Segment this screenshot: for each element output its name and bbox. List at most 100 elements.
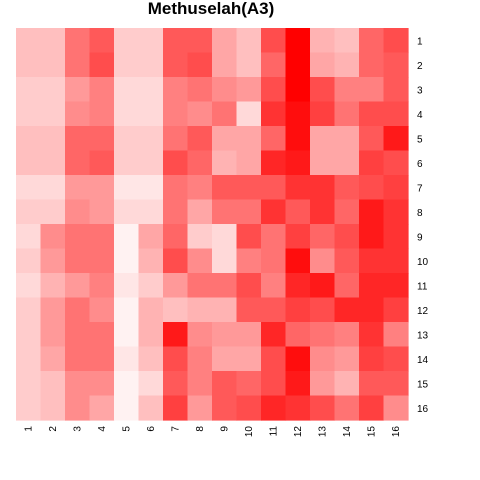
heatmap-cell <box>359 175 385 201</box>
heatmap-cell <box>138 297 164 323</box>
heatmap-cell <box>16 126 42 152</box>
heatmap-cell <box>89 150 115 176</box>
heatmap-cell <box>383 150 409 176</box>
y-tick-label: 1 <box>417 36 423 47</box>
heatmap-cell <box>212 199 238 225</box>
heatmap-cell <box>212 224 238 250</box>
heatmap-cell <box>138 28 164 54</box>
heatmap-cell <box>138 248 164 274</box>
heatmap-cell <box>138 371 164 397</box>
heatmap-cell <box>359 126 385 152</box>
heatmap-cell <box>65 297 91 323</box>
heatmap-cell <box>285 52 311 78</box>
heatmap-cell <box>334 224 360 250</box>
y-tick-label: 16 <box>417 404 429 415</box>
heatmap-cell <box>212 322 238 348</box>
heatmap-cell <box>40 224 66 250</box>
heatmap-cell <box>187 371 213 397</box>
heatmap-cell <box>310 28 336 54</box>
heatmap-cell <box>383 224 409 250</box>
heatmap-cell <box>261 150 287 176</box>
heatmap-cell <box>310 322 336 348</box>
heatmap-cell <box>212 52 238 78</box>
heatmap-cell <box>261 224 287 250</box>
heatmap-cell <box>359 28 385 54</box>
heatmap-cell <box>138 224 164 250</box>
heatmap-cell <box>359 224 385 250</box>
x-tick-label: 10 <box>244 426 255 438</box>
heatmap-cell <box>138 150 164 176</box>
heatmap-cell <box>65 248 91 274</box>
heatmap-cell <box>138 273 164 299</box>
x-tick-label: 11 <box>268 426 279 437</box>
heatmap-cell <box>334 101 360 127</box>
heatmap-cell <box>163 77 189 103</box>
x-tick-label: 13 <box>317 426 328 438</box>
heatmap-cell <box>236 273 262 299</box>
heatmap-cell <box>40 371 66 397</box>
heatmap-cell <box>212 395 238 421</box>
heatmap-cell <box>138 77 164 103</box>
heatmap-cell <box>334 346 360 372</box>
heatmap-cell <box>163 371 189 397</box>
heatmap-cell <box>261 322 287 348</box>
heatmap-cell <box>236 126 262 152</box>
heatmap-cell <box>236 150 262 176</box>
heatmap-cell <box>163 150 189 176</box>
heatmap-cell <box>285 395 311 421</box>
heatmap-cell <box>187 150 213 176</box>
heatmap-cell <box>163 52 189 78</box>
heatmap-cell <box>16 199 42 225</box>
heatmap-cell <box>236 297 262 323</box>
heatmap-cell <box>65 52 91 78</box>
heatmap-cell <box>310 248 336 274</box>
heatmap-cell <box>40 28 66 54</box>
heatmap-cell <box>383 101 409 127</box>
heatmap-cell <box>163 175 189 201</box>
heatmap-cell <box>16 395 42 421</box>
heatmap-cell <box>334 175 360 201</box>
heatmap-cell <box>65 371 91 397</box>
heatmap-cell <box>65 322 91 348</box>
heatmap-cell <box>285 273 311 299</box>
heatmap-cell <box>89 346 115 372</box>
heatmap-cell <box>359 322 385 348</box>
heatmap-cell <box>163 224 189 250</box>
heatmap-cell <box>236 346 262 372</box>
heatmap-cell <box>114 371 140 397</box>
heatmap-cell <box>261 101 287 127</box>
heatmap-cell <box>334 371 360 397</box>
x-tick-label: 14 <box>342 426 353 438</box>
heatmap-cell <box>89 28 115 54</box>
heatmap-cell <box>89 101 115 127</box>
y-tick-label: 12 <box>417 306 429 317</box>
heatmap-cell <box>89 77 115 103</box>
heatmap-cell <box>236 224 262 250</box>
heatmap-cell <box>236 371 262 397</box>
heatmap-cell <box>114 199 140 225</box>
heatmap-cell <box>114 297 140 323</box>
heatmap-cell <box>187 273 213 299</box>
heatmap-cell <box>16 297 42 323</box>
heatmap-cell <box>65 150 91 176</box>
heatmap-cell <box>89 395 115 421</box>
heatmap-cell <box>212 346 238 372</box>
heatmap-cell <box>89 175 115 201</box>
y-tick-label: 3 <box>417 85 423 96</box>
heatmap-cell <box>187 126 213 152</box>
x-tick-label: 1 <box>23 426 34 432</box>
heatmap-cell <box>285 101 311 127</box>
heatmap-cell <box>114 224 140 250</box>
heatmap-cell <box>114 395 140 421</box>
heatmap-cell <box>163 248 189 274</box>
heatmap-cell <box>138 101 164 127</box>
heatmap-cell <box>359 395 385 421</box>
x-tick-label: 12 <box>293 426 304 438</box>
heatmap-cell <box>212 371 238 397</box>
heatmap-cell <box>114 126 140 152</box>
heatmap-cell <box>40 297 66 323</box>
heatmap-cell <box>236 52 262 78</box>
heatmap-cell <box>212 77 238 103</box>
heatmap-cell <box>285 28 311 54</box>
